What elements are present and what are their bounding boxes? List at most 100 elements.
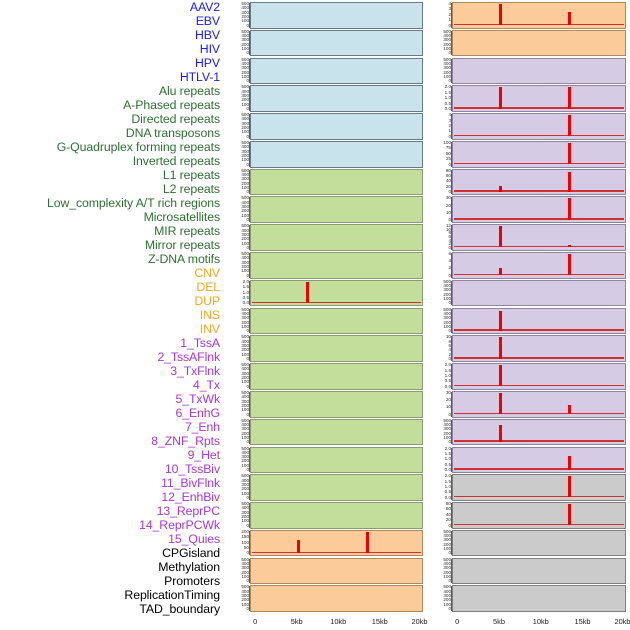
x-tick-label: 5kb [290,617,303,626]
y-tick-label: 100 [241,184,249,191]
y-tick-label: 300 [241,176,249,182]
y-tick-label: 500 [241,250,249,257]
y-tick-label: 1.0 [444,483,451,490]
y-axis: 500 400 300 200 100 0 [430,585,452,612]
track-panel [452,557,626,585]
data-spike [568,198,572,220]
y-tick-label: 0 [448,411,451,417]
track-row: 2.0 1.5 1.0 0.5 0.0 [430,474,626,501]
data-spike [499,268,503,276]
row-label-13-reprpc: 13_ReprPC [156,504,220,518]
data-spike [499,225,503,248]
y-tick-label: 100 [241,129,249,135]
track-row: 500 400 300 200 100 0 [228,362,423,390]
y-axis: 500 400 300 200 100 0 [228,474,250,501]
y-tick-label: 200 [241,124,249,131]
y-tick-label: 2.0 [444,361,451,368]
y-tick-label: 400 [241,394,249,400]
row-label-6-enhg: 6_EnhG [175,406,220,420]
data-spike [568,475,572,498]
data-spike [568,405,572,415]
track-row: 500 400 300 200 100 0 [430,418,626,446]
y-tick-label: 300 [443,592,451,599]
y-tick-label: 3 [448,6,451,12]
track-panel [250,29,423,57]
row-label-dna-transposons: DNA transposons [125,126,220,140]
track-row: 500 400 300 200 100 0 [228,500,423,529]
y-tick-label: 30 [445,195,451,201]
y-tick-label: 400 [241,421,249,428]
y-tick-label: 300 [443,37,451,43]
y-tick-label: 0 [448,605,451,612]
y-tick-label: 300 [241,370,249,376]
y-tick-label: 2.0 [444,473,451,479]
y-tick-label: 500 [443,306,451,312]
row-label-7-enh: 7_Enh [184,420,220,434]
track-panel [452,113,626,140]
y-tick-label: 4 [448,237,451,243]
y-tick-label: 1.5 [444,89,451,95]
y-axis: 10 8 6 4 2 0 [430,335,452,362]
y-tick-label: 10 [445,404,451,410]
y-tick-label: 1.5 [444,367,451,373]
y-tick-label: 400 [443,310,451,316]
data-spike [499,337,503,359]
row-label-l2-repeats: L2 repeats [162,182,220,196]
track-row: 500 400 300 200 100 0 [430,306,626,335]
y-tick-label: 500 [443,278,451,284]
row-label-directed-repeats: Directed repeats [131,112,220,126]
y-tick-label: 200 [241,319,249,325]
y-axis: 2.0 1.5 1.0 0.5 0.0 [430,445,452,474]
track-panel [452,168,626,196]
y-tick-label: 500 [241,195,249,201]
track-panel [250,390,423,418]
y-tick-label: 0.5 [444,461,451,467]
row-label-promoters: Promoters [164,574,220,588]
data-spike [568,114,572,137]
track-row: 500 400 300 200 100 0 [430,278,626,307]
y-tick-label: 400 [241,32,249,39]
y-tick-label: 500 [241,389,249,396]
y-tick-label: 10 [445,209,451,215]
y-axis: 80 60 40 20 0 [430,501,452,529]
y-tick-label: 300 [241,565,249,571]
y-tick-label: 300 [241,37,249,43]
panel-stack-left: 500 400 300 200 100 0 500 400 300 200 100 0 500 400 30… [228,1,423,614]
y-tick-label: 400 [443,282,451,289]
y-tick-label: 200 [241,430,249,436]
row-label-hbv: HBV [195,28,220,42]
track-row: 500 400 300 200 100 0 [228,474,423,501]
track-row: 80 60 40 20 0 [430,501,626,529]
y-tick-label: 100 [241,45,249,52]
data-spike [499,311,503,331]
row-label-15-quies: 15_Quies [168,532,220,546]
track-panel [452,252,626,279]
track-row: 500 400 300 200 100 0 [228,335,423,362]
y-tick-label: 300 [241,315,249,321]
track-panel [452,140,626,168]
track-baseline [252,301,421,304]
y-tick-label: 500 [241,500,249,507]
track-baseline [454,357,624,359]
y-axis: 500 400 300 200 100 0 [430,57,452,85]
data-spike [568,253,572,276]
y-tick-label: 0.5 [444,489,451,495]
y-tick-label: 200 [443,597,451,603]
y-tick-label: 500 [443,556,451,562]
y-tick-label: 2.0 [444,445,451,451]
y-tick-label: 500 [241,28,249,34]
x-tick-label: 20kb [411,617,428,626]
track-row: 500 400 300 200 100 0 [228,250,423,279]
y-tick-label: 0 [246,328,249,334]
y-tick-label: 200 [443,569,451,575]
y-tick-label: 200 [241,41,249,47]
track-row: 500 400 300 200 100 0 [228,418,423,446]
track-panel [250,224,423,251]
y-tick-label: 200 [443,319,451,325]
data-spike [499,424,503,442]
y-tick-label: 100 [241,601,249,607]
y-tick-label: 1.0 [242,289,249,295]
y-tick-label: 100 [241,18,249,24]
row-label-8-znf-rpts: 8_ZNF_Rpts [151,434,220,448]
track-row: 2.0 1.5 1.0 0.5 0.0 [430,361,626,390]
